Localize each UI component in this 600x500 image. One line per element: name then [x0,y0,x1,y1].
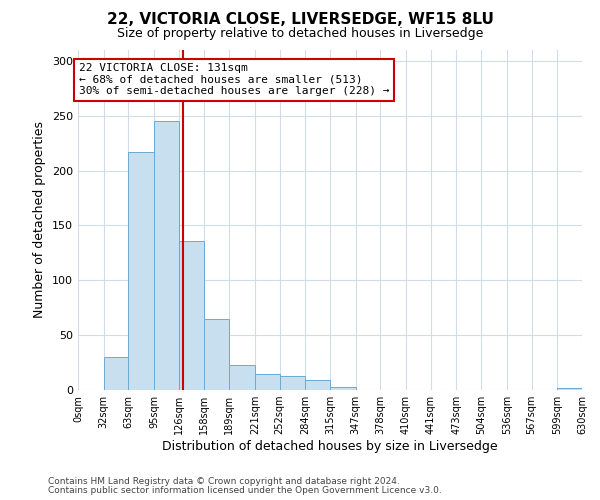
Bar [154,122,179,390]
X-axis label: Distribution of detached houses by size in Liversedge: Distribution of detached houses by size … [162,440,498,453]
Text: Contains public sector information licensed under the Open Government Licence v3: Contains public sector information licen… [48,486,442,495]
Text: Contains HM Land Registry data © Crown copyright and database right 2024.: Contains HM Land Registry data © Crown c… [48,477,400,486]
Bar [205,318,229,390]
Bar [229,365,255,390]
Bar [128,152,154,390]
Bar [179,241,205,390]
Bar [330,386,356,390]
Bar [557,388,582,390]
Bar [280,376,305,390]
Bar [255,374,280,390]
Y-axis label: Number of detached properties: Number of detached properties [34,122,46,318]
Text: Size of property relative to detached houses in Liversedge: Size of property relative to detached ho… [117,28,483,40]
Text: 22 VICTORIA CLOSE: 131sqm
← 68% of detached houses are smaller (513)
30% of semi: 22 VICTORIA CLOSE: 131sqm ← 68% of detac… [79,63,389,96]
Bar [104,357,128,390]
Bar [305,380,330,390]
Text: 22, VICTORIA CLOSE, LIVERSEDGE, WF15 8LU: 22, VICTORIA CLOSE, LIVERSEDGE, WF15 8LU [107,12,493,28]
